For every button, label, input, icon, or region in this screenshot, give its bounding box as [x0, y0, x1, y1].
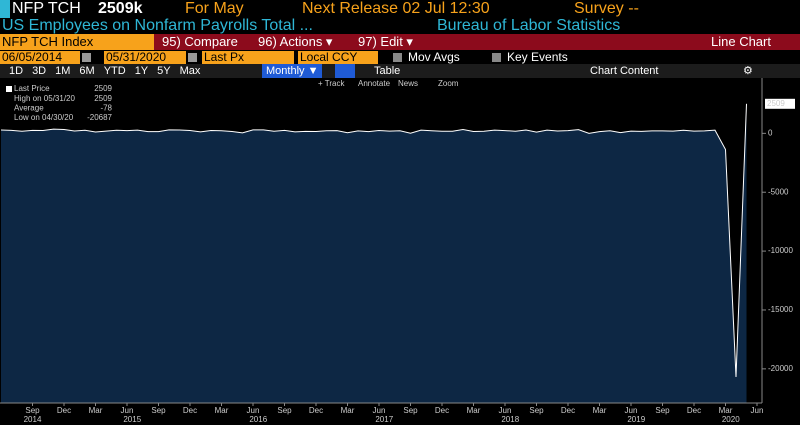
start-date[interactable]: 06/05/2014	[0, 51, 80, 64]
x-tick-label: Dec	[183, 406, 197, 415]
x-tick-label: Mar	[341, 406, 355, 415]
x-tick-label: Dec	[561, 406, 575, 415]
range-bar	[0, 64, 800, 78]
x-tick-label: Mar	[467, 406, 481, 415]
line	[0, 103, 747, 377]
key-events[interactable]: Key Events	[507, 50, 568, 64]
x-tick-label: Mar	[215, 406, 229, 415]
end-date[interactable]: 05/31/2020	[104, 51, 186, 64]
y-tick-label: -20000	[768, 364, 793, 373]
x-tick-label: Jun	[499, 406, 512, 415]
y-tick-label: -15000	[768, 305, 793, 314]
x-tick-label: Dec	[435, 406, 449, 415]
year-label: 2016	[249, 415, 267, 424]
x-tick-label: Sep	[655, 406, 670, 415]
y-tick-label: -5000	[768, 187, 789, 196]
legend-swatch	[6, 86, 12, 92]
stat-label: Average	[14, 104, 44, 113]
year-label: 2014	[24, 415, 42, 424]
compare[interactable]: 95) Compare	[162, 34, 238, 49]
last-price-tag	[765, 98, 795, 109]
x-tick-label: Jun	[121, 406, 134, 415]
x-tick-label: Mar	[89, 406, 103, 415]
security[interactable]: NFP TCH Index	[0, 34, 154, 50]
last-price-label: 2509	[767, 99, 785, 108]
next-release: Next Release 02 Jul 12:30	[302, 0, 490, 17]
view[interactable]: Line Chart	[711, 34, 771, 49]
chart-icon[interactable]	[335, 64, 355, 78]
frequency[interactable]: Monthly ▼	[262, 64, 323, 78]
year-label: 2017	[375, 415, 393, 424]
ticker: NFP TCH	[12, 0, 81, 17]
x-tick-label: Dec	[309, 406, 323, 415]
table[interactable]: Table	[374, 65, 401, 77]
chart-tool: News	[398, 79, 418, 88]
x-tick-label: Sep	[25, 406, 40, 415]
stat-value: 2509	[94, 94, 112, 103]
x-tick-label: Mar	[719, 406, 733, 415]
x-tick-label: Dec	[57, 406, 71, 415]
stat-label: Low on 04/30/20	[14, 113, 74, 122]
actions[interactable]: 96) Actions ▾	[258, 34, 333, 49]
mov-avgs[interactable]: Mov Avgs	[408, 50, 460, 64]
x-tick-label: Sep	[151, 406, 166, 415]
calendar-icon[interactable]	[82, 53, 91, 62]
ranges: 1D 3D 1M 6M YTD 1Y 5Y Max	[0, 64, 200, 78]
value: 2509k	[98, 0, 143, 17]
x-tick-label: Mar	[593, 406, 607, 415]
range-button[interactable]: 1D	[9, 65, 24, 77]
edit[interactable]: 97) Edit ▾	[358, 34, 413, 49]
calendar-icon[interactable]	[188, 53, 197, 62]
range-button[interactable]: 1M	[55, 65, 71, 77]
chart-tool: Zoom	[438, 79, 459, 88]
legend-value: 2509	[94, 84, 112, 93]
marker	[0, 0, 10, 18]
area	[1, 103, 747, 404]
survey: Survey --	[574, 0, 639, 17]
source: Bureau of Labor Statistics	[437, 17, 621, 34]
range-button[interactable]: 3D	[32, 65, 47, 77]
stat-value: -20687	[87, 113, 112, 122]
toolbar	[0, 34, 800, 50]
checkbox[interactable]	[393, 53, 402, 62]
currency[interactable]: Local CCY	[298, 51, 378, 64]
y-tick-label: 0	[768, 128, 773, 137]
range-button[interactable]: 6M	[79, 65, 95, 77]
x-tick-label: Sep	[277, 406, 292, 415]
period: For May	[185, 0, 244, 17]
chart-tool: + Track	[318, 79, 345, 88]
range-button[interactable]: YTD	[103, 65, 126, 77]
settings[interactable]: ⚙	[743, 65, 753, 77]
range-button[interactable]: 5Y	[157, 65, 171, 77]
y-tick-label: -10000	[768, 246, 793, 255]
stat-label: High on 05/31/20	[14, 94, 75, 103]
year-label: 2018	[501, 415, 519, 424]
x-tick-label: Sep	[403, 406, 418, 415]
legend-label: Last Price	[14, 84, 50, 93]
chart-content[interactable]: Chart Content	[590, 65, 659, 77]
x-tick-label: Jun	[373, 406, 386, 415]
year-label: 2015	[123, 415, 141, 424]
description: US Employees on Nonfarm Payrolls Total .…	[2, 17, 313, 34]
range-button[interactable]: Max	[179, 65, 201, 77]
x-tick-label: Jun	[247, 406, 260, 415]
stat-value: -78	[100, 104, 112, 113]
field[interactable]: Last Px	[202, 51, 294, 64]
chart-tool: Annotate	[358, 79, 391, 88]
year-label: 2020	[722, 415, 740, 424]
x-tick-label: Jun	[751, 406, 764, 415]
year-label: 2019	[627, 415, 645, 424]
range-button[interactable]: 1Y	[134, 65, 149, 77]
x-tick-label: Dec	[687, 406, 701, 415]
x-tick-label: Sep	[529, 406, 544, 415]
x-tick-label: Jun	[625, 406, 638, 415]
checkbox[interactable]	[492, 53, 501, 62]
